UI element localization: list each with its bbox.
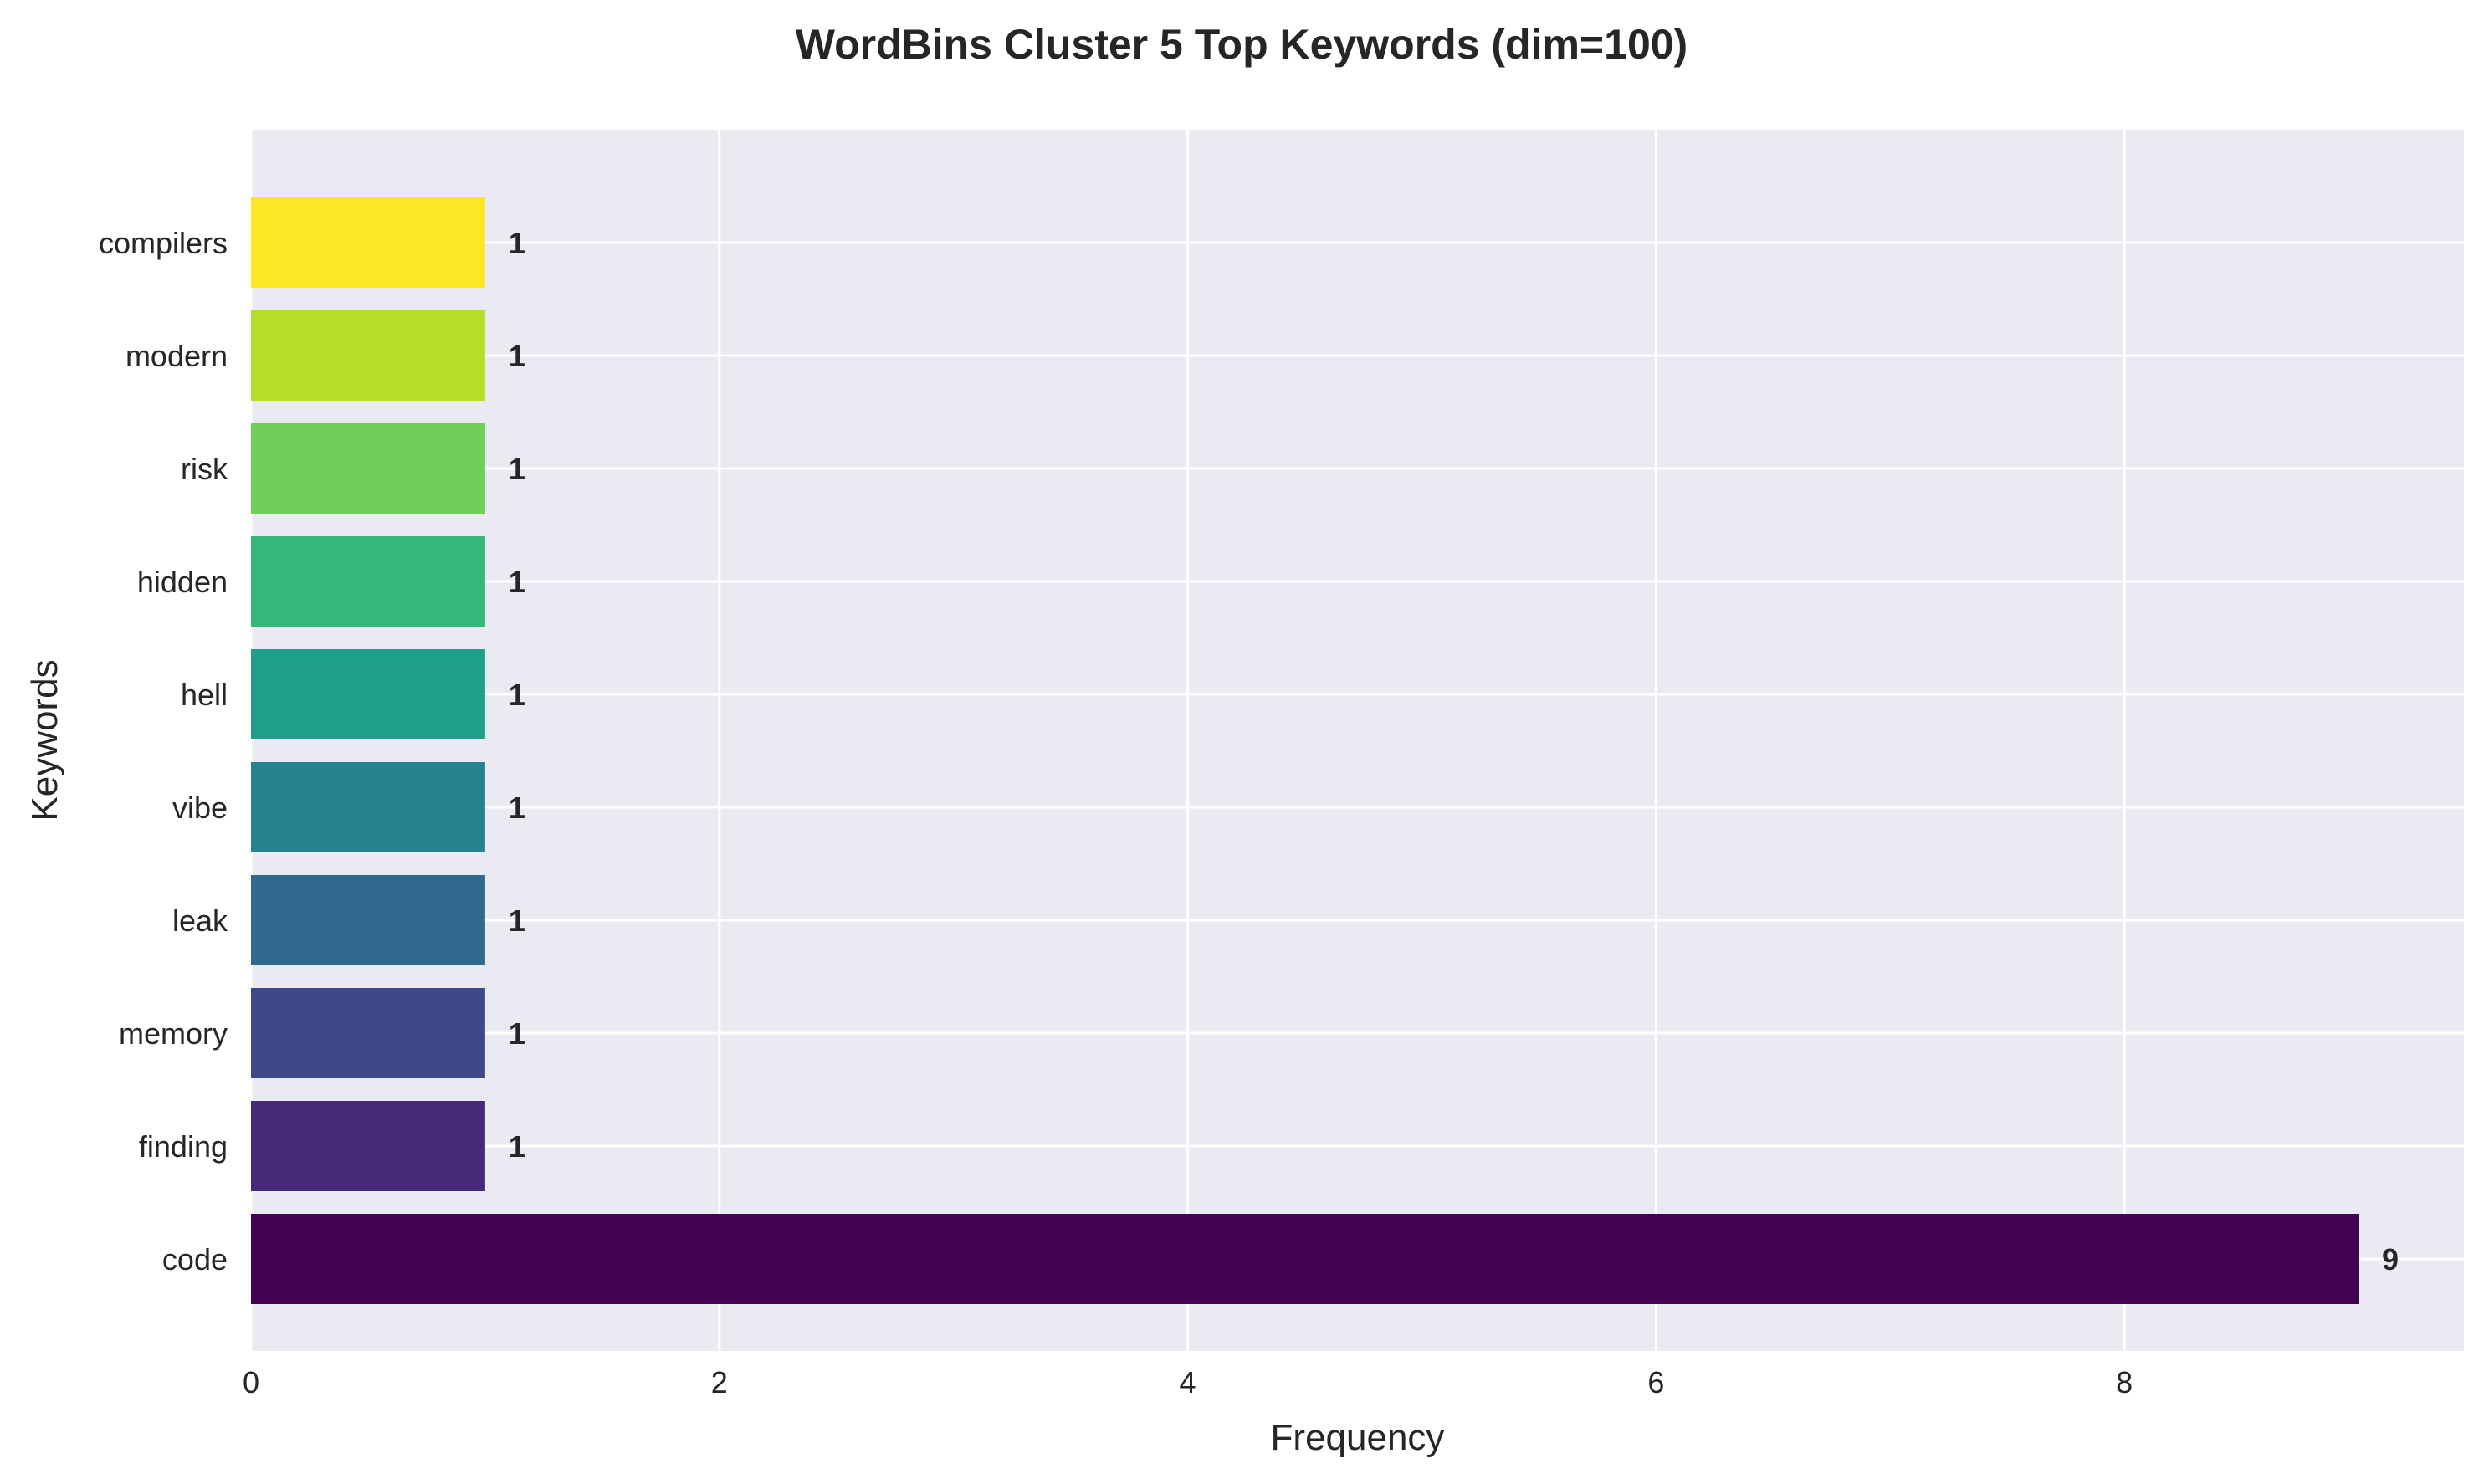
y-tick-label-modern: modern (125, 339, 228, 373)
x-axis-title: Frequency (1271, 1417, 1445, 1458)
x-tick-label: 6 (1647, 1365, 1664, 1400)
plot-background (251, 130, 2464, 1351)
y-tick-label-code: code (162, 1242, 228, 1277)
bar-hell (251, 649, 485, 739)
x-tick-label: 0 (243, 1365, 259, 1400)
y-tick-label-finding: finding (139, 1129, 228, 1164)
data-label-leak: 1 (509, 903, 525, 938)
data-label-hell: 1 (509, 678, 525, 712)
bar-memory (251, 988, 485, 1078)
data-label-vibe: 1 (509, 791, 525, 825)
bar-finding (251, 1101, 485, 1191)
data-label-memory: 1 (509, 1016, 525, 1051)
y-tick-label-leak: leak (172, 903, 228, 938)
y-axis-title: Keywords (24, 659, 65, 821)
data-label-finding: 1 (509, 1129, 525, 1164)
y-tick-label-vibe: vibe (172, 791, 228, 825)
bar-compilers (251, 197, 485, 288)
data-label-compilers: 1 (509, 226, 525, 260)
y-tick-label-compilers: compilers (99, 226, 228, 260)
data-label-hidden: 1 (509, 565, 525, 599)
data-label-modern: 1 (509, 339, 525, 373)
bar-modern (251, 310, 485, 401)
data-label-risk: 1 (509, 452, 525, 486)
data-labels: 9 1 1 1 1 1 1 1 1 1 (509, 226, 2399, 1277)
y-tick-labels: code finding memory leak vibe hell hidden risk m… (99, 226, 228, 1277)
bar-hidden (251, 536, 485, 627)
bar-risk (251, 423, 485, 514)
x-tick-label: 8 (2116, 1365, 2133, 1400)
bar-vibe (251, 762, 485, 852)
bars (251, 197, 2359, 1304)
chart-title: WordBins Cluster 5 Top Keywords (dim=100… (796, 21, 1688, 68)
x-tick-labels: 0 2 4 6 8 (243, 1365, 2133, 1400)
y-tick-label-memory: memory (119, 1016, 228, 1051)
x-tick-label: 2 (711, 1365, 728, 1400)
y-tick-label-hidden: hidden (137, 565, 228, 599)
y-tick-label-risk: risk (181, 452, 228, 486)
x-tick-label: 4 (1180, 1365, 1196, 1400)
bar-leak (251, 875, 485, 965)
bar-code (251, 1214, 2359, 1304)
y-tick-label-hell: hell (181, 678, 228, 712)
data-label-code: 9 (2382, 1242, 2399, 1277)
